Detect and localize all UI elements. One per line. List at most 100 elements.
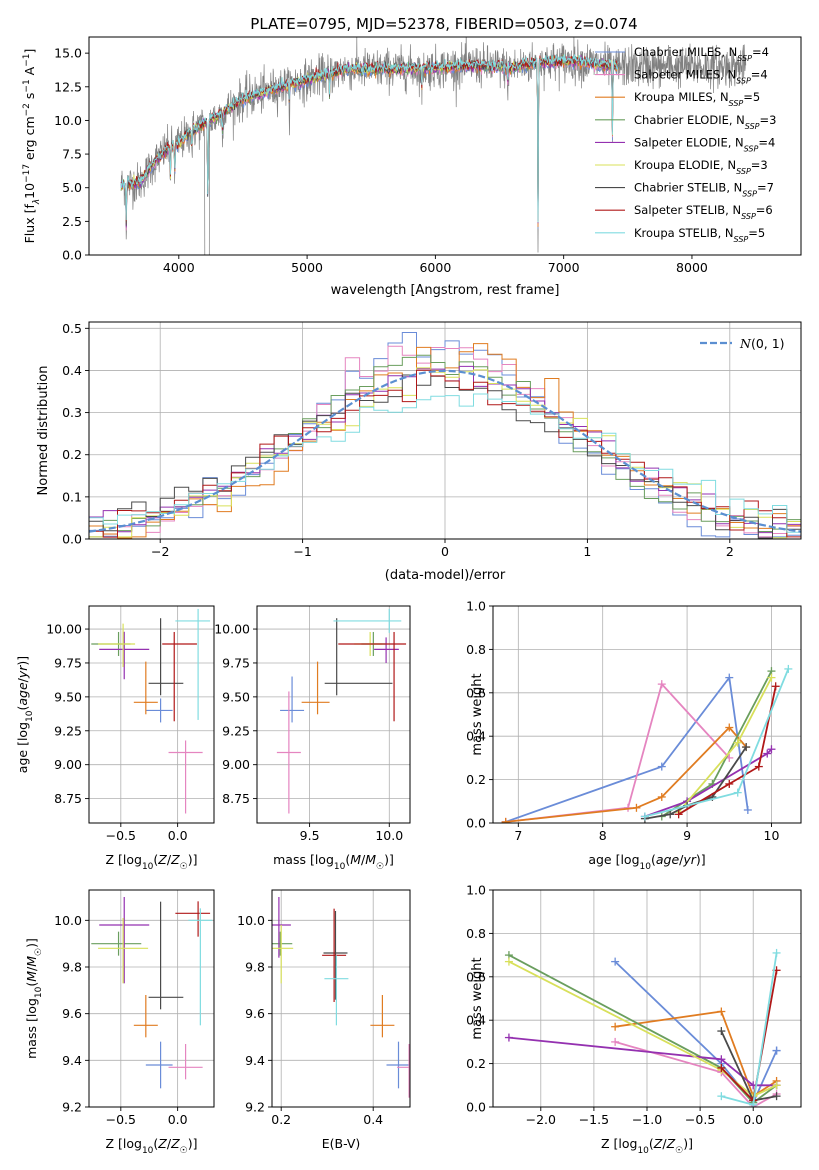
errorbar-salpeter-stelib	[162, 631, 197, 722]
label-part: )]	[696, 852, 706, 867]
x-tick-label: −2.0	[526, 1112, 556, 1127]
x-tick-label: −0.5	[106, 1112, 136, 1127]
x-tick-label: 6000	[419, 260, 451, 275]
legend-text: Chabrier MILES, N	[634, 45, 737, 59]
label-part: Z	[157, 852, 167, 867]
y-tick-label: 9.4	[62, 1053, 82, 1068]
y-tick-label: 10.00	[46, 622, 82, 637]
axes-frame	[492, 605, 802, 824]
errorbar-salpeter-miles	[168, 740, 203, 814]
errorbar-chabrier-miles	[386, 1041, 410, 1089]
legend-entry: Salpeter STELIB, NSSP=6	[634, 203, 773, 221]
label-part: age	[15, 682, 30, 706]
label-part: (	[153, 1136, 158, 1151]
label-part: −1	[22, 79, 32, 92]
legend-entry: Kroupa STELIB, NSSP=5	[634, 226, 765, 244]
errorbar-kroupa-miles	[370, 995, 395, 1038]
normal-distribution-curve	[89, 369, 801, 533]
label-part: −17	[22, 164, 32, 183]
label-part: 10	[22, 183, 37, 199]
mass-weight-series-kroupa-stelib	[640, 664, 793, 821]
y-tick-label: 9.2	[245, 1100, 265, 1115]
label-part: )]	[384, 852, 394, 867]
errorbar-salpeter-elodie	[374, 637, 399, 663]
y-tick-label: 9.25	[54, 723, 82, 738]
y-tick-label: 15.0	[54, 46, 82, 61]
x-tick-label: −1.5	[579, 1112, 609, 1127]
x-axis-label: Z [log10(Z/Z☉)]	[105, 1136, 197, 1156]
legend-text: (0, 1)	[751, 336, 785, 351]
model-spectrum-kroupa-stelib	[120, 54, 619, 223]
label-part: Z	[170, 852, 180, 867]
x-tick-label: 7	[514, 828, 522, 843]
plot-content	[91, 608, 211, 814]
errorbar-salpeter-miles	[397, 1044, 410, 1098]
y-tick-label: 8.75	[54, 791, 82, 806]
label-part: Flux [f	[22, 204, 37, 244]
errorbar-salpeter-miles	[168, 1044, 203, 1080]
x-tick-label: 10	[764, 828, 780, 843]
x-tick-label: 0.0	[168, 828, 188, 843]
errorbar-chabrier-miles	[280, 676, 305, 723]
errorbar-kroupa-stelib	[188, 908, 213, 1026]
label-part: 10	[34, 986, 44, 998]
x-tick-label: 7000	[548, 260, 580, 275]
y-tick-label: 10.0	[237, 913, 265, 928]
label-part: erg cm	[22, 116, 37, 164]
errorbar-chabrier-stelib	[148, 901, 184, 1010]
plot-content	[120, 37, 747, 255]
label-part: )]	[683, 1136, 693, 1151]
y-tick-label: 10.0	[54, 113, 82, 128]
legend-entry: Chabrier MILES, NSSP=4	[634, 45, 769, 63]
legend-entry: Salpeter ELODIE, NSSP=4	[634, 135, 775, 153]
y-axis-label: Normed distribution	[36, 366, 51, 496]
y-tick-label: 9.8	[62, 960, 82, 975]
legend-n: =3	[760, 113, 777, 127]
x-tick-label: 0.0	[168, 1112, 188, 1127]
label-part: Z [log	[105, 852, 141, 867]
plot-content	[89, 332, 801, 539]
y-tick-label: 9.6	[62, 1006, 82, 1021]
legend-text: Kroupa ELODIE, N	[634, 158, 736, 172]
y-tick-label: 9.25	[222, 723, 250, 738]
spectrum-panel: 4000 5000 6000 7000 8000 0.0 2.5 5.0 7.5 10.0 12.5…	[22, 36, 802, 298]
mass-weight-series-kroupa-stelib	[717, 948, 781, 1107]
legend-n: =5	[748, 226, 765, 240]
x-tick-label: −0.5	[106, 828, 136, 843]
errorbar-kroupa-miles	[133, 995, 158, 1038]
label-part: age [log	[588, 852, 639, 867]
legend-text: Salpeter STELIB, N	[634, 203, 741, 217]
legend-entry: Chabrier STELIB, NSSP=7	[634, 181, 774, 199]
label-part: M	[24, 971, 39, 982]
legend-n: =5	[743, 90, 760, 104]
label-part: E(B-V)	[322, 1136, 361, 1151]
y-tick-label: 0.4	[466, 1013, 486, 1028]
y-tick-label: 5.0	[62, 180, 82, 195]
y-tick-label: 0.1	[62, 489, 82, 504]
y-tick-label: 0.8	[466, 926, 486, 941]
y-tick-label: 0.2	[466, 1056, 486, 1071]
label-part: ☉	[376, 862, 384, 872]
legend-text: Kroupa STELIB, N	[634, 226, 734, 240]
errorbar-salpeter-stelib	[175, 901, 211, 937]
legend-entry: N(0, 1)	[739, 336, 785, 351]
label-part: ☉	[34, 948, 44, 956]
errorbar-kroupa-miles	[301, 661, 330, 715]
y-tick-label: 9.2	[62, 1100, 82, 1115]
errorbar-kroupa-stelib	[324, 955, 349, 1026]
legend-sub: SSP	[737, 54, 752, 63]
y-tick-label: 0.2	[466, 772, 486, 787]
label-part: Z	[157, 1136, 167, 1151]
label-part: −2	[22, 103, 32, 116]
legend-n: =4	[751, 68, 768, 82]
label-part: (	[649, 1136, 654, 1151]
label-part: (	[153, 852, 158, 867]
y-tick-label: 9.00	[54, 757, 82, 772]
label-part: Z	[170, 1136, 180, 1151]
y-tick-label: 1.0	[466, 599, 486, 614]
legend-entry: Salpeter MILES, NSSP=4	[634, 68, 768, 86]
y-axis-label: mass weight	[470, 673, 485, 755]
label-part: 10	[142, 1146, 154, 1156]
legend: N(0, 1)	[700, 336, 785, 351]
x-tick-label: 8000	[676, 260, 708, 275]
